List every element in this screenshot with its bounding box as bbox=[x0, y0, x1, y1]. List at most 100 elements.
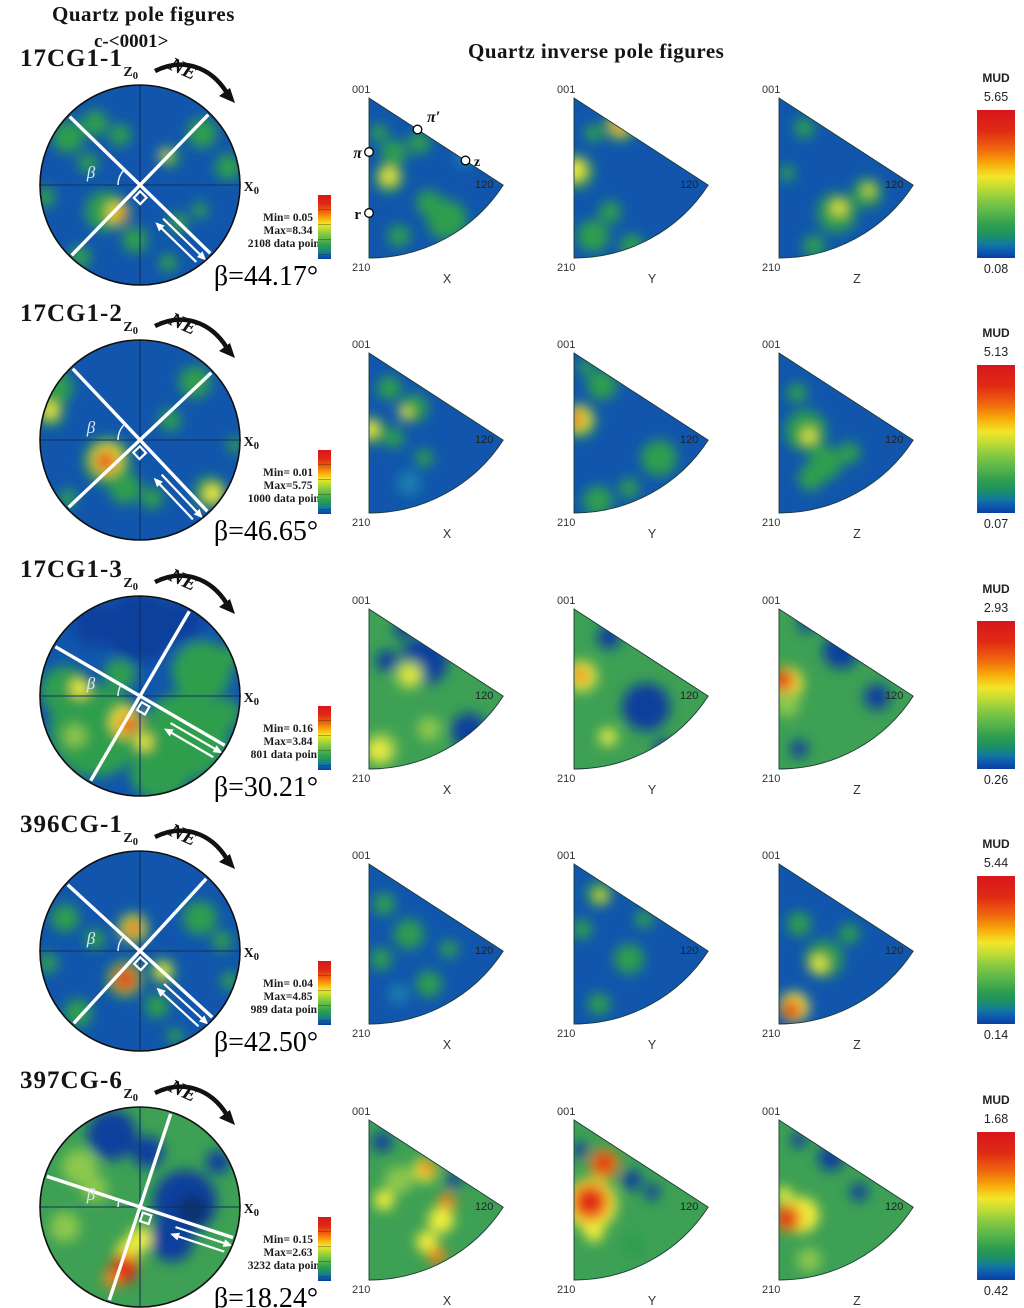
ipf-corner-001: 001 bbox=[762, 850, 780, 862]
beta-arc bbox=[117, 1199, 120, 1208]
stats-block: Min= 0.15 Max=2.63 3232 data points bbox=[238, 1234, 338, 1273]
beta-value: β=18.24° bbox=[213, 1283, 319, 1308]
stat-min: Min= 0.05 bbox=[263, 212, 313, 224]
ipf-figure-x: 001 210 120 Xπ π′ z r bbox=[352, 84, 504, 286]
mud-title: MUD bbox=[982, 71, 1010, 85]
right-angle-marker bbox=[138, 1211, 153, 1226]
pole-figure: β Z0 X0 NE bbox=[39, 566, 259, 797]
ne-direction-label: NE bbox=[165, 821, 200, 851]
ipf-density-blobs bbox=[574, 1142, 660, 1258]
ipf-corner-001: 001 bbox=[352, 339, 370, 351]
ipf-corner-120: 120 bbox=[885, 1201, 903, 1213]
ipf-background bbox=[779, 98, 914, 258]
ipf-axis-label: Z bbox=[853, 1294, 861, 1308]
x0-axis-label: X0 bbox=[244, 691, 259, 708]
ne-arrow bbox=[153, 1084, 229, 1117]
ipf-corner-210: 210 bbox=[762, 517, 780, 529]
pole-figure: β Z0 X0 NE bbox=[39, 1077, 259, 1308]
ipf-figure-x: 001 210 120 X bbox=[352, 595, 504, 797]
right-angle-marker bbox=[132, 955, 149, 972]
ipf-axis-label: X bbox=[443, 527, 452, 541]
mud-min-value: 0.08 bbox=[983, 262, 1009, 276]
ipf-background bbox=[779, 1120, 914, 1280]
ipf-axis-label: Z bbox=[853, 527, 861, 541]
pi-marker bbox=[364, 147, 374, 157]
ipf-corner-210: 210 bbox=[557, 1028, 575, 1040]
ne-arrow bbox=[153, 317, 229, 350]
beta-value: β=42.50° bbox=[213, 1027, 319, 1058]
ipf-corner-001: 001 bbox=[352, 1106, 370, 1118]
pole-circle-outline bbox=[39, 1106, 241, 1308]
ne-arrow bbox=[153, 828, 229, 861]
foliation-lines bbox=[66, 877, 214, 1028]
ipf-corner-001: 001 bbox=[557, 595, 575, 607]
ipf-figure-z: 001 210 120 Z bbox=[762, 84, 914, 286]
ne-arrowhead bbox=[219, 854, 235, 869]
ipf-outline bbox=[368, 863, 504, 1025]
pole-circle-outline bbox=[39, 850, 241, 1052]
mud-max-value: 2.93 bbox=[983, 601, 1009, 615]
ipf-corner-210: 210 bbox=[352, 773, 370, 785]
z0-axis-label: Z0 bbox=[123, 65, 138, 82]
ipf-outline bbox=[778, 97, 914, 259]
z-marker bbox=[460, 155, 471, 166]
stats-block: Min= 0.01 Max=5.75 1000 data points bbox=[238, 467, 338, 506]
mud-max-value: 5.65 bbox=[983, 90, 1009, 104]
sample-label: 17CG1-2 bbox=[20, 300, 123, 327]
mud-gradient-bar bbox=[977, 621, 1015, 769]
ne-arrow bbox=[153, 62, 229, 95]
x0-axis-label: X0 bbox=[244, 180, 259, 197]
mini-colorbar bbox=[318, 195, 331, 259]
ipf-corner-001: 001 bbox=[762, 84, 780, 96]
ipf-corner-120: 120 bbox=[475, 1201, 493, 1213]
pole-figure: β Z0 X0 NE bbox=[39, 821, 259, 1052]
ne-arrowhead bbox=[219, 343, 235, 358]
stat-max: Max=3.84 bbox=[263, 736, 313, 748]
sample-label: 396CG-1 bbox=[20, 811, 123, 838]
stat-min: Min= 0.16 bbox=[263, 723, 313, 735]
ipf-background bbox=[369, 864, 504, 1024]
ipf-outline bbox=[573, 863, 709, 1025]
ipf-axis-label: X bbox=[443, 272, 452, 286]
z0-axis-label: Z0 bbox=[123, 831, 138, 848]
mud-title: MUD bbox=[982, 326, 1010, 340]
mini-colorbar bbox=[318, 706, 331, 770]
beta-arc bbox=[117, 935, 125, 952]
ipf-figure-y: 001 210 120 Y bbox=[557, 595, 709, 797]
ipf-density-blobs bbox=[574, 881, 653, 1015]
pole-figure: β Z0 X0 NE bbox=[39, 55, 259, 286]
shear-indicator bbox=[155, 217, 207, 263]
figure-row: 397CG-6 β Z0 X0 NE Min= 0.15 Max=2.63 3232 data… bbox=[0, 1067, 1024, 1308]
ipf-corner-120: 120 bbox=[475, 434, 493, 446]
ipf-axis-label: Y bbox=[648, 527, 657, 541]
beta-value: β=30.21° bbox=[213, 772, 319, 803]
crystal-direction-label: c-<0001> bbox=[94, 31, 169, 52]
pole-density-blobs bbox=[40, 596, 240, 796]
shear-indicator bbox=[153, 473, 203, 521]
ipf-background bbox=[779, 609, 914, 769]
mud-colorbar: MUD 5.13 0.07 bbox=[972, 326, 1020, 534]
figure-row: 396CG-1 β Z0 X0 NE Min= 0.04 Max=4.85 989 data … bbox=[0, 811, 1024, 1077]
sample-label: 397CG-6 bbox=[20, 1067, 123, 1094]
figure-row: 17CG1-2 β Z0 X0 NE Min= 0.01 Max=5.75 1000 data… bbox=[0, 300, 1024, 566]
ipf-outline bbox=[573, 1119, 709, 1281]
ne-direction-label: NE bbox=[165, 55, 200, 85]
x0-axis-label: X0 bbox=[244, 1202, 259, 1219]
beta-symbol: β bbox=[86, 674, 96, 693]
title-inverse-pole-figures: Quartz inverse pole figures bbox=[468, 39, 725, 63]
pole-circle-outline bbox=[39, 84, 241, 286]
ipf-density-blobs bbox=[785, 383, 860, 491]
ipf-corner-001: 001 bbox=[557, 850, 575, 862]
ipf-corner-120: 120 bbox=[680, 945, 698, 957]
figure-row: 17CG1-1 β Z0 X0 NE Min= 0.05 Max=8.34 2108 data… bbox=[0, 45, 1024, 311]
ipf-corner-210: 210 bbox=[557, 262, 575, 274]
ipf-figure-z: 001 210 120 Z bbox=[762, 1106, 914, 1308]
ipf-density-blobs bbox=[369, 376, 433, 495]
z-label: z bbox=[474, 155, 480, 170]
ipf-corner-120: 120 bbox=[475, 179, 493, 191]
beta-symbol: β bbox=[86, 163, 96, 182]
ipf-corner-210: 210 bbox=[762, 1028, 780, 1040]
ipf-corner-210: 210 bbox=[557, 517, 575, 529]
ne-arrowhead bbox=[219, 599, 235, 614]
ipf-figure-z: 001 210 120 Z bbox=[762, 850, 914, 1052]
